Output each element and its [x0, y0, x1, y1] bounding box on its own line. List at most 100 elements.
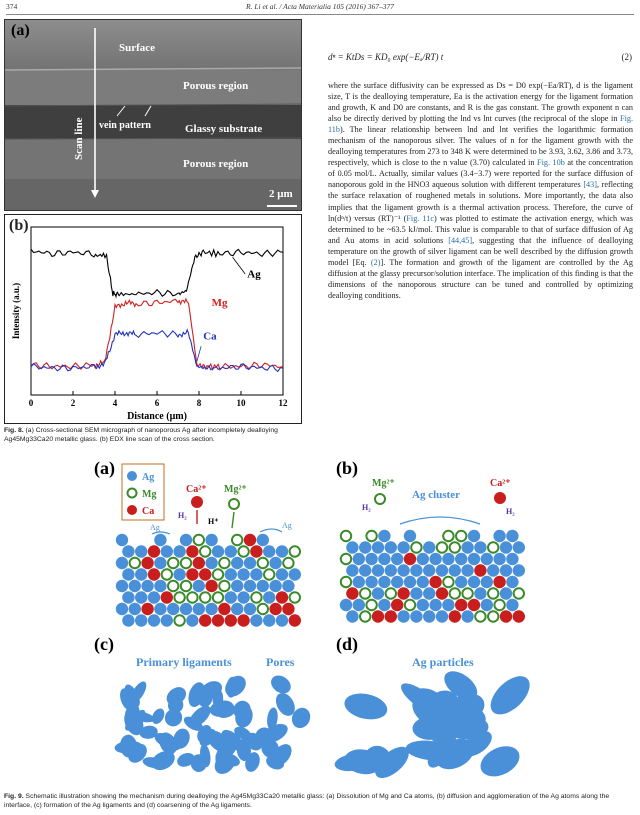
- ref-44-45[interactable]: [44,45]: [448, 235, 473, 245]
- mg-atom: [403, 598, 417, 612]
- label-mg2-a: Mg²⁺: [224, 484, 247, 495]
- equation-number: (2): [621, 52, 633, 62]
- ligament-blob: [183, 716, 203, 731]
- ag-particle-blob: [334, 753, 374, 772]
- ag-atom: [263, 614, 276, 627]
- ag-atom: [263, 591, 276, 604]
- ag-atom: [135, 614, 148, 627]
- ag-atom: [499, 564, 513, 577]
- ag-atom: [423, 564, 436, 577]
- ag-atom: [410, 587, 423, 600]
- ag-atom: [365, 575, 378, 589]
- ca-atom: [199, 614, 212, 627]
- label-porous-bottom: Porous region: [183, 158, 249, 170]
- ref-fig10b[interactable]: Fig. 10b: [537, 158, 565, 168]
- ag-atom: [371, 541, 385, 554]
- label-porous-top: Porous region: [183, 80, 249, 92]
- ag-atom: [429, 598, 442, 612]
- ag-atom: [378, 552, 391, 566]
- ca-atom: [192, 556, 205, 570]
- ag-atom: [115, 556, 129, 570]
- ref-fig11b[interactable]: Fig. 11b: [328, 114, 633, 135]
- ag-atom: [359, 564, 372, 577]
- ag-atom: [435, 610, 449, 623]
- x-tick-label: 8: [197, 398, 202, 408]
- ag-atom: [397, 541, 410, 554]
- arrow-mg-a: [231, 511, 235, 529]
- ligament-blob: [130, 681, 147, 704]
- ag-atom: [487, 564, 500, 577]
- ag-atom: [237, 591, 250, 604]
- label-ag-cluster: Ag cluster: [412, 489, 460, 501]
- label-h2-a: H₂: [178, 511, 187, 520]
- ag-atom: [416, 575, 429, 589]
- label-ca2-a: Ca²⁺: [186, 484, 207, 495]
- ca-atom: [429, 575, 442, 589]
- label-h2-b1: H₂: [362, 503, 371, 512]
- ca-atom: [467, 598, 481, 612]
- ref-eq2[interactable]: (2): [370, 257, 381, 267]
- ligament-blob: [139, 725, 158, 739]
- ag-particle-blob: [375, 746, 409, 779]
- legend-mg-label: Mg: [142, 489, 156, 500]
- ag-atom: [263, 545, 276, 558]
- series-line-mg: [30, 297, 284, 372]
- mg-atom: [442, 529, 455, 543]
- mg-atom: [186, 591, 199, 604]
- x-tick-label: 6: [155, 398, 160, 408]
- ag-atom: [205, 533, 218, 547]
- x-tick-label: 4: [113, 398, 118, 408]
- ag-atom: [154, 556, 167, 570]
- ag-atom: [211, 545, 225, 558]
- label-vein-pattern: vein pattern: [99, 120, 151, 131]
- ca-atom: [391, 598, 404, 612]
- arrow-ag-right: [259, 528, 283, 533]
- text-p1: where the surface diffusivity can be exp…: [328, 81, 633, 124]
- mg-atom: [173, 591, 186, 604]
- mg-atom: [339, 529, 353, 543]
- ag-atom: [461, 541, 474, 554]
- mg-atom: [448, 587, 461, 600]
- ligament-blob: [271, 675, 291, 694]
- ligament-blob: [245, 732, 263, 751]
- journal-citation: R. Li et al. / Acta Materialia 105 (2016…: [246, 2, 394, 11]
- ligament-blob: [177, 753, 195, 767]
- ag-atom: [493, 552, 506, 566]
- ref-fig11c[interactable]: Fig. 11c: [406, 213, 435, 223]
- mg-atom: [474, 610, 487, 623]
- mg-atom: [250, 591, 263, 604]
- ligament-blob: [262, 723, 288, 743]
- ag-atom: [365, 552, 378, 566]
- ag-atom: [391, 575, 404, 589]
- ag-atom: [115, 579, 129, 593]
- ag-atom: [243, 556, 257, 570]
- ag-atom: [371, 587, 385, 600]
- label-glassy-substrate: Glassy substrate: [185, 123, 263, 135]
- arrow-ag-left: [151, 531, 171, 535]
- ref-43[interactable]: [43]: [583, 180, 597, 190]
- ag-atom: [467, 575, 481, 589]
- ca-atom: [371, 610, 385, 623]
- ag-atom: [474, 587, 487, 600]
- ag-atom: [186, 614, 199, 627]
- text-p4: , reflecting the surface relaxation of r…: [328, 180, 633, 223]
- ag-atom: [397, 564, 410, 577]
- ag-atom: [256, 533, 269, 547]
- ag-atom: [250, 568, 263, 581]
- mg-atom: [288, 545, 302, 558]
- ag-particle-blob: [444, 671, 478, 700]
- y-axis-label: Intensity (a.u.): [11, 283, 21, 339]
- ag-atom: [378, 598, 391, 612]
- page-number: 374: [6, 2, 18, 11]
- ag-atom: [506, 575, 519, 589]
- mg-atom: [179, 556, 193, 570]
- ligament-blob: [214, 752, 236, 774]
- ca-atom: [186, 545, 199, 558]
- ca-atom: [499, 610, 513, 623]
- label-ca2-b: Ca²⁺: [490, 478, 511, 489]
- ag-atom: [442, 598, 455, 612]
- legend-ag-marker: [127, 471, 137, 481]
- ca-atom: [205, 579, 218, 593]
- ligament-blob: [130, 742, 143, 763]
- mg-atom: [512, 587, 525, 600]
